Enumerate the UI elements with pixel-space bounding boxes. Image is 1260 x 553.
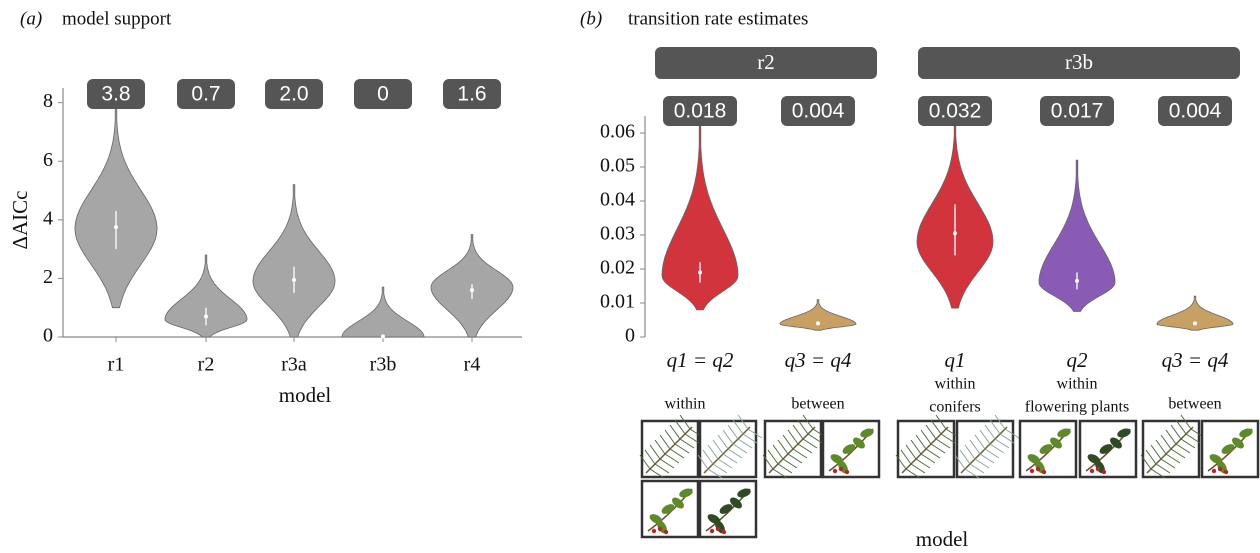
plant-icon bbox=[823, 421, 879, 477]
plant-icon bbox=[763, 415, 827, 478]
berry bbox=[845, 470, 849, 474]
berry bbox=[652, 529, 656, 533]
berry bbox=[1218, 467, 1222, 471]
plant-icon bbox=[700, 481, 756, 537]
value-label: 2.0 bbox=[279, 83, 308, 106]
description: within bbox=[1057, 376, 1098, 393]
median-dot bbox=[292, 278, 296, 282]
plant-icon bbox=[1141, 415, 1205, 478]
value-label: 0.004 bbox=[1169, 100, 1222, 123]
y-tick-label: 0.01 bbox=[600, 291, 635, 313]
y-tick-label: 0.06 bbox=[600, 121, 635, 143]
y-tick-label: 8 bbox=[43, 90, 53, 112]
x-tick-label: q3 = q4 bbox=[785, 348, 852, 372]
berry bbox=[664, 530, 668, 534]
violin bbox=[75, 106, 157, 308]
x-axis-title: model bbox=[916, 527, 969, 551]
berry bbox=[710, 529, 714, 533]
violin bbox=[342, 287, 424, 337]
berry bbox=[1096, 467, 1100, 471]
plant-icon bbox=[896, 415, 960, 478]
median-dot bbox=[1075, 279, 1079, 283]
y-tick-label: 0 bbox=[43, 325, 53, 347]
value-label: 0.7 bbox=[191, 83, 220, 106]
description: within bbox=[665, 396, 706, 413]
violin bbox=[253, 185, 335, 337]
y-tick-label: 0.04 bbox=[600, 189, 635, 211]
chart-title: transition rate estimates bbox=[628, 8, 808, 29]
value-label: 0.017 bbox=[1051, 100, 1104, 123]
berry bbox=[1042, 470, 1046, 474]
x-tick-label: r1 bbox=[108, 354, 125, 376]
figure: (a) model support 0 2 4 6 8 r1 3.8 r2 0.7 r3a 2.0 r3b… bbox=[0, 0, 1260, 553]
description: flowering plants bbox=[1025, 399, 1129, 416]
berry bbox=[716, 527, 720, 531]
x-tick-label: r3b bbox=[370, 354, 397, 376]
value-label: 0 bbox=[377, 83, 389, 106]
plant-icon bbox=[1202, 421, 1258, 477]
berry bbox=[1102, 470, 1106, 474]
berry bbox=[839, 467, 843, 471]
description: between bbox=[1168, 396, 1221, 413]
median-dot bbox=[470, 288, 474, 292]
panel-label: (b) bbox=[580, 8, 602, 29]
plant-icon bbox=[640, 415, 704, 478]
description: conifers bbox=[929, 399, 981, 416]
x-axis-title: model bbox=[279, 383, 332, 407]
chart-title: model support bbox=[62, 8, 172, 29]
y-tick-label: 0.03 bbox=[600, 223, 635, 245]
description: between bbox=[791, 396, 844, 413]
plant-icon bbox=[698, 415, 762, 478]
plant-icon bbox=[1020, 421, 1076, 477]
y-tick-label: 4 bbox=[43, 207, 53, 229]
median-dot bbox=[381, 334, 385, 338]
value-label: 0.032 bbox=[929, 100, 982, 123]
median-dot bbox=[953, 231, 957, 235]
berry bbox=[1030, 469, 1034, 473]
berry bbox=[1036, 467, 1040, 471]
berry bbox=[1090, 469, 1094, 473]
y-axis-title: ΔAICc bbox=[8, 191, 32, 250]
berry bbox=[722, 530, 726, 534]
group-label: r3b bbox=[1065, 50, 1093, 74]
x-tick-label: r3a bbox=[281, 354, 307, 376]
x-tick-label: r4 bbox=[464, 354, 481, 376]
group-label: r2 bbox=[757, 50, 775, 74]
page: {"chart_data": [ {"type": "violin", "pan… bbox=[0, 0, 1260, 553]
panel-label: (a) bbox=[20, 8, 42, 29]
berry bbox=[1212, 469, 1216, 473]
plant-icon bbox=[1080, 421, 1136, 477]
value-label: 0.018 bbox=[674, 100, 727, 123]
x-tick-label: q1 bbox=[945, 348, 966, 372]
plant-icon bbox=[642, 481, 698, 537]
description: within bbox=[935, 376, 976, 393]
x-tick-label: q2 bbox=[1067, 348, 1089, 372]
y-tick-label: 0 bbox=[625, 325, 635, 347]
y-tick-label: 6 bbox=[43, 149, 53, 171]
y-tick-label: 0.02 bbox=[600, 257, 635, 279]
value-label: 3.8 bbox=[101, 83, 130, 106]
median-dot bbox=[698, 270, 702, 274]
value-label: 0.004 bbox=[792, 100, 845, 123]
median-dot bbox=[1193, 321, 1197, 325]
x-tick-label: r2 bbox=[198, 354, 215, 376]
violin bbox=[780, 300, 856, 331]
berry bbox=[658, 527, 662, 531]
x-tick-label: q3 = q4 bbox=[1162, 348, 1229, 372]
value-label: 1.6 bbox=[457, 83, 486, 106]
plant-icon bbox=[955, 415, 1019, 478]
berry bbox=[833, 469, 837, 473]
berry bbox=[1224, 470, 1228, 474]
median-dot bbox=[816, 321, 820, 325]
median-dot bbox=[204, 314, 208, 318]
y-tick-label: 0.05 bbox=[600, 155, 635, 177]
median-dot bbox=[114, 225, 118, 229]
y-tick-label: 2 bbox=[43, 266, 53, 288]
x-tick-label: q1 = q2 bbox=[667, 348, 734, 372]
